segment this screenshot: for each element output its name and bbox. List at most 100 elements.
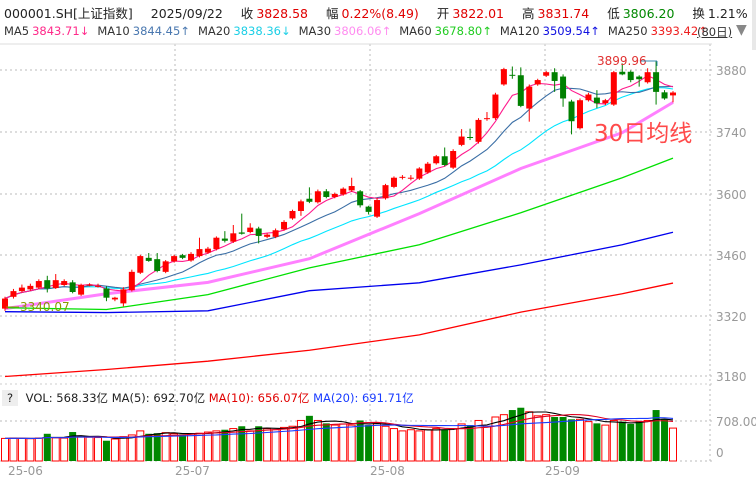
volume-bar xyxy=(652,410,660,461)
turnover-value: 1.21% xyxy=(707,6,748,21)
ma-legend-label: MA30 xyxy=(298,24,332,38)
candle-body xyxy=(281,221,288,230)
volume-bar xyxy=(508,410,516,461)
volume-bar xyxy=(457,423,466,462)
volume-bar xyxy=(85,436,94,462)
ma-legend-value: 3843.71↓ xyxy=(32,24,90,38)
volume-bar xyxy=(575,418,584,462)
volume-bar xyxy=(499,414,508,462)
high-value: 3831.74 xyxy=(537,6,590,21)
candle-body xyxy=(424,163,431,173)
candle-body xyxy=(382,185,389,199)
symbol-name: 000001.SH[上证指数] xyxy=(4,6,133,21)
low-label: 低 xyxy=(607,6,620,21)
ma-legend-label: MA250 xyxy=(607,24,648,38)
volume-bar xyxy=(559,416,567,461)
high-marker-label: 3899.96 xyxy=(597,54,647,68)
candle-body xyxy=(416,168,423,179)
volume-bar xyxy=(609,419,618,462)
volume-bar xyxy=(627,423,635,461)
candle-body xyxy=(399,176,406,178)
candle-body xyxy=(137,256,144,273)
scrollbar[interactable] xyxy=(752,0,756,50)
volume-bar xyxy=(398,430,407,462)
candle-body xyxy=(111,297,118,300)
y-tick-label: 3600 xyxy=(716,188,747,202)
candle-body xyxy=(103,288,110,298)
volume-ma-line-20 xyxy=(4,417,674,439)
candle-body xyxy=(374,200,381,217)
candle-body xyxy=(661,92,668,99)
candle-body xyxy=(213,237,220,250)
open-label: 开 xyxy=(436,6,450,21)
ma30-annotation: 30日均线 xyxy=(594,121,692,147)
dropdown-triangle-icon[interactable]: ▼ xyxy=(736,22,747,38)
volume-bar xyxy=(145,433,153,461)
candle-body xyxy=(204,248,211,253)
candle-body xyxy=(35,281,42,288)
candle-body xyxy=(568,101,575,122)
candle-body xyxy=(95,285,102,287)
volume-bar xyxy=(551,416,559,461)
period-selector[interactable]: (80日) xyxy=(697,25,733,39)
low-value: 3806.20 xyxy=(622,6,675,21)
candle-body xyxy=(602,100,609,104)
volume-bar xyxy=(238,426,246,461)
volume-bar xyxy=(466,425,474,461)
vol-value: VOL: 568.33亿 xyxy=(25,391,109,405)
candle-body xyxy=(492,94,499,119)
candle-body xyxy=(27,285,34,290)
volume-bar xyxy=(229,428,238,462)
volume-bar xyxy=(1,437,9,462)
volume-bar xyxy=(339,423,348,462)
candle-body xyxy=(390,177,397,187)
help-button[interactable]: ? xyxy=(2,390,18,406)
candle-body xyxy=(154,259,161,271)
y-tick-label: 3320 xyxy=(716,310,747,324)
x-tick-label: 25-07 xyxy=(175,464,210,478)
volume-bar xyxy=(601,424,610,462)
volume-bar xyxy=(482,425,491,462)
ma-legend-value: 3844.45↑ xyxy=(132,24,190,38)
volume-bar xyxy=(51,437,60,462)
candle-body xyxy=(475,119,482,142)
volume-bar xyxy=(373,422,382,462)
volume-bar xyxy=(568,419,576,461)
volume-bar xyxy=(517,407,525,461)
volume-bar xyxy=(170,433,179,462)
volume-bar xyxy=(415,430,424,462)
candle-body xyxy=(670,92,676,96)
candle-body xyxy=(509,74,516,76)
close-label: 收 xyxy=(240,6,254,21)
candle-body xyxy=(543,72,550,76)
volume-bar xyxy=(643,419,652,462)
candle-body xyxy=(255,228,262,236)
ma-line-ma20 xyxy=(4,87,674,300)
ma-line-ma60 xyxy=(4,157,674,311)
candle-body xyxy=(644,72,651,83)
y-tick-label: 3880 xyxy=(716,64,747,78)
candle-body xyxy=(264,234,271,237)
candle-body xyxy=(162,261,169,272)
candle-body xyxy=(560,76,567,99)
volume-bar xyxy=(17,437,26,462)
candle-body xyxy=(467,136,474,138)
volume-bar xyxy=(26,438,35,462)
ma-legend-label: MA120 xyxy=(499,24,540,38)
ma-line-ma10 xyxy=(4,85,674,300)
volume-bar xyxy=(255,426,263,461)
volume-ma-line-5 xyxy=(4,411,674,439)
volume-bar xyxy=(441,429,449,461)
open-value: 3822.01 xyxy=(452,6,505,21)
y-tick-label: 3460 xyxy=(716,249,747,263)
y-tick-label: 3180 xyxy=(716,370,747,384)
vol-tick-label: 708.00亿 xyxy=(716,414,756,429)
candle-body xyxy=(128,271,135,291)
candle-body xyxy=(247,227,254,233)
volume-ma-line-10 xyxy=(4,413,674,439)
candle-body xyxy=(610,72,617,105)
volume-bar xyxy=(94,437,103,462)
candle-body xyxy=(10,291,17,297)
volume-bar xyxy=(525,411,534,462)
